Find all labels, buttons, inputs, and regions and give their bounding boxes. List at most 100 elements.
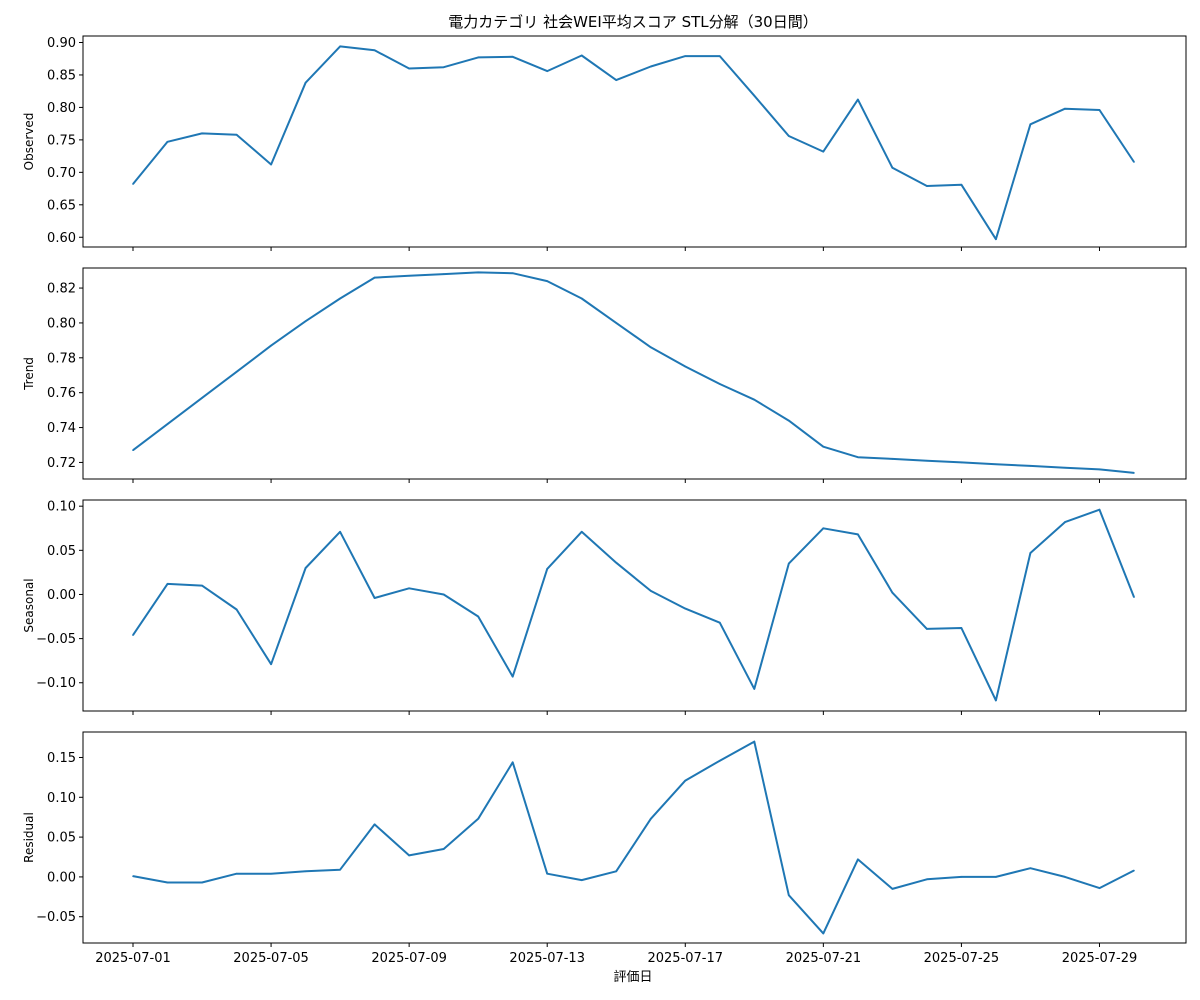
observed-ytick-label: 0.85 — [47, 68, 76, 83]
observed-data-point — [1098, 109, 1101, 111]
observed-ytick-label: 0.60 — [47, 231, 76, 246]
residual-data-point — [788, 894, 790, 897]
seasonal-data-point — [822, 527, 825, 530]
seasonal-data-point — [649, 590, 652, 592]
observed-data-point — [442, 66, 445, 68]
trend-data-point — [649, 346, 652, 349]
seasonal-data-point — [960, 627, 963, 629]
observed-data-point — [408, 67, 410, 70]
seasonal-data-point — [339, 530, 341, 533]
trend-data-point — [1064, 466, 1066, 469]
trend-data-point — [580, 297, 583, 300]
seasonal-panel: −0.10 −0.05 0.00 0.05 0.10 Seasonal — [22, 499, 1187, 715]
trend-data-point — [684, 365, 687, 368]
observed-data-point — [270, 163, 272, 166]
trend-data-point — [132, 449, 134, 452]
trend-series-line — [132, 271, 1135, 474]
observed-data-point — [891, 166, 894, 169]
residual-data-point — [926, 878, 928, 881]
seasonal-data-point — [201, 584, 203, 587]
residual-data-point — [546, 872, 549, 875]
observed-ytick-label: 0.65 — [47, 198, 76, 213]
residual-data-point — [304, 870, 307, 873]
residual-data-point — [235, 872, 238, 875]
residual-data-point — [580, 879, 583, 881]
trend-ytick-label: 0.74 — [47, 421, 76, 436]
observed-data-point — [960, 183, 963, 186]
residual-ytick-label: 0.15 — [47, 751, 76, 766]
seasonal-data-point — [511, 675, 514, 678]
trend-ytick-label: 0.82 — [47, 282, 76, 297]
seasonal-data-point — [304, 567, 307, 569]
trend-data-point — [166, 423, 169, 425]
chart-title: 電力カテゴリ 社会WEI平均スコア STL分解（30日間） — [448, 13, 817, 31]
seasonal-data-point — [1064, 521, 1066, 523]
residual-panel: −0.05 0.00 0.05 0.10 0.15 2025-07-01 2025-07-0… — [22, 731, 1187, 966]
observed-data-point — [822, 150, 825, 153]
observed-data-point — [649, 65, 652, 68]
observed-data-point — [477, 56, 479, 59]
residual-axis-label: Residual — [22, 812, 36, 863]
observed-ytick-label: 0.70 — [47, 166, 76, 181]
observed-data-point — [166, 141, 169, 143]
xtick-label: 2025-07-09 — [371, 951, 447, 966]
observed-ytick-label: 0.80 — [47, 101, 76, 116]
residual-data-point — [201, 881, 203, 884]
seasonal-data-point — [270, 663, 272, 666]
trend-data-point — [753, 398, 756, 401]
trend-data-point — [891, 458, 894, 460]
residual-data-point — [960, 876, 963, 878]
observed-data-point — [1064, 107, 1066, 110]
residual-data-point — [822, 932, 825, 935]
trend-data-point — [1029, 465, 1032, 467]
residual-series-line — [132, 740, 1135, 935]
observed-data-point — [788, 135, 790, 137]
trend-data-point — [960, 461, 963, 464]
trend-panel: 0.72 0.74 0.76 0.78 0.80 0.82 Trend — [22, 267, 1187, 483]
observed-data-point — [580, 54, 583, 57]
residual-data-point — [857, 858, 859, 861]
observed-series-line — [132, 45, 1135, 241]
observed-data-point — [132, 183, 134, 185]
residual-data-point — [477, 817, 479, 820]
residual-data-point — [891, 888, 894, 890]
trend-data-point — [304, 320, 307, 322]
observed-data-point — [684, 55, 687, 57]
residual-data-point — [408, 854, 410, 857]
seasonal-ytick-label: 0.00 — [47, 588, 76, 603]
residual-data-point — [649, 817, 652, 820]
seasonal-data-point — [1029, 552, 1032, 554]
seasonal-data-point — [546, 568, 549, 570]
seasonal-data-point — [857, 533, 859, 536]
trend-data-point — [995, 463, 997, 465]
trend-data-point — [546, 280, 549, 282]
xtick-label: 2025-07-17 — [647, 951, 723, 966]
panels: 0.60 0.65 0.70 0.75 0.80 0.85 0.90 Observed 0.72… — [22, 35, 1187, 966]
trend-data-point — [615, 322, 618, 324]
trend-data-point — [339, 297, 341, 300]
trend-data-point — [408, 275, 410, 277]
trend-data-point — [1133, 472, 1135, 474]
trend-data-point — [201, 397, 203, 399]
trend-data-point — [511, 272, 514, 275]
observed-data-point — [615, 79, 618, 81]
residual-data-point — [511, 761, 514, 764]
observed-data-point — [546, 70, 549, 72]
observed-data-point — [1029, 123, 1032, 126]
residual-data-point — [132, 875, 134, 877]
residual-data-point — [1064, 876, 1066, 878]
residual-data-point — [270, 872, 272, 875]
seasonal-data-point — [891, 591, 894, 594]
observed-data-point — [1133, 161, 1135, 163]
observed-data-point — [201, 132, 203, 135]
observed-data-point — [511, 55, 514, 58]
trend-data-point — [788, 419, 790, 422]
seasonal-data-point — [926, 628, 928, 630]
residual-ytick-label: 0.00 — [47, 870, 76, 885]
trend-data-point — [442, 273, 445, 275]
seasonal-ytick-label: −0.05 — [36, 632, 76, 647]
observed-panel: 0.60 0.65 0.70 0.75 0.80 0.85 0.90 Observed — [22, 35, 1187, 251]
residual-data-point — [166, 881, 169, 884]
trend-ytick-label: 0.72 — [47, 456, 76, 471]
